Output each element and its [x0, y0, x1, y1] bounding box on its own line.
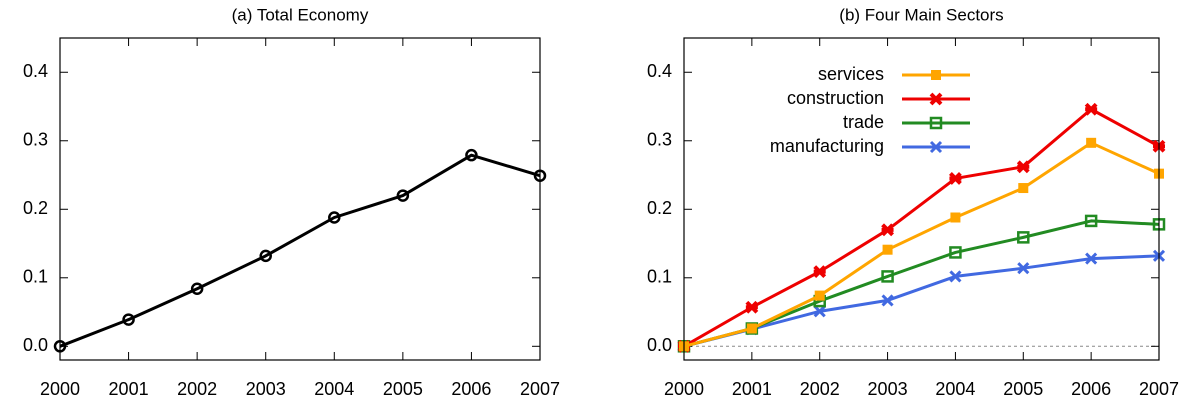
legend-label: services	[818, 64, 884, 84]
line	[683, 254, 1160, 348]
y-tick-label: 0.1	[23, 267, 48, 287]
chart-title: (b) Four Main Sectors	[839, 5, 1003, 24]
marker	[745, 300, 759, 314]
legend-marker	[931, 70, 941, 80]
y-tick-label: 0.0	[23, 335, 48, 355]
x-tick-label: 2006	[451, 379, 491, 399]
marker	[328, 211, 341, 224]
marker	[465, 148, 478, 162]
marker	[949, 246, 962, 259]
marker	[881, 270, 894, 283]
marker	[881, 223, 894, 237]
marker	[259, 249, 272, 263]
marker	[1017, 262, 1030, 275]
y-tick-label: 0.4	[647, 61, 672, 81]
x-tick-label: 2003	[868, 379, 908, 399]
marker	[122, 313, 135, 326]
x-tick-label: 2007	[520, 379, 560, 399]
marker	[1018, 183, 1029, 194]
plot-frame	[683, 37, 1160, 361]
x-tick-label: 2004	[314, 379, 354, 399]
line	[683, 107, 1160, 348]
marker	[1084, 214, 1098, 228]
x-tick-label: 2001	[109, 379, 149, 399]
plot: (a) Total Economy 0.0 0.1 0.2 0.3 0.4 2000 2001…	[23, 5, 560, 398]
line	[59, 153, 541, 348]
marker	[1017, 231, 1030, 244]
legend-marker	[929, 92, 943, 106]
marker	[1086, 137, 1097, 148]
x-tick-label: 2007	[1139, 379, 1179, 399]
marker	[814, 290, 825, 301]
legend-label: manufacturing	[770, 136, 884, 156]
y-tick-label: 0.0	[647, 335, 672, 355]
y-tick-label: 0.1	[647, 267, 672, 287]
x-tick-label: 2000	[40, 379, 80, 399]
plot: (b) Four Main Sectors 0.0 0.1 0.2 0.3 0.4 2000…	[647, 5, 1179, 398]
legend-label: trade	[843, 112, 884, 132]
x-tick-label: 2002	[177, 379, 217, 399]
y-tick-label: 0.3	[23, 130, 48, 150]
marker	[949, 172, 962, 185]
x-tick-label: 2005	[383, 379, 423, 399]
y-tick-label: 0.4	[23, 61, 48, 81]
plot-frame	[59, 37, 541, 361]
line	[683, 141, 1160, 348]
legend-label: construction	[787, 88, 884, 108]
x-tick-label: 2002	[800, 379, 840, 399]
marker	[1085, 252, 1098, 265]
marker	[1084, 102, 1098, 116]
marker	[746, 323, 757, 334]
marker	[882, 244, 893, 255]
y-tick-label: 0.3	[647, 130, 672, 150]
marker	[190, 282, 204, 295]
marker	[813, 305, 826, 318]
marker	[950, 212, 961, 223]
marker	[881, 294, 894, 307]
legend-marker	[929, 116, 943, 130]
x-tick-label: 2005	[1003, 379, 1043, 399]
y-tick-label: 0.2	[23, 198, 48, 218]
marker	[813, 265, 827, 279]
x-tick-label: 2004	[935, 379, 975, 399]
x-tick-label: 2001	[732, 379, 772, 399]
legend-marker	[929, 140, 943, 154]
marker	[949, 270, 962, 283]
marker	[1016, 160, 1030, 174]
marker	[396, 189, 410, 202]
x-tick-label: 2006	[1071, 379, 1111, 399]
x-tick-label: 2000	[664, 379, 704, 399]
y-tick-label: 0.2	[647, 198, 672, 218]
chart-title: (a) Total Economy	[232, 5, 369, 24]
x-tick-label: 2003	[246, 379, 286, 399]
